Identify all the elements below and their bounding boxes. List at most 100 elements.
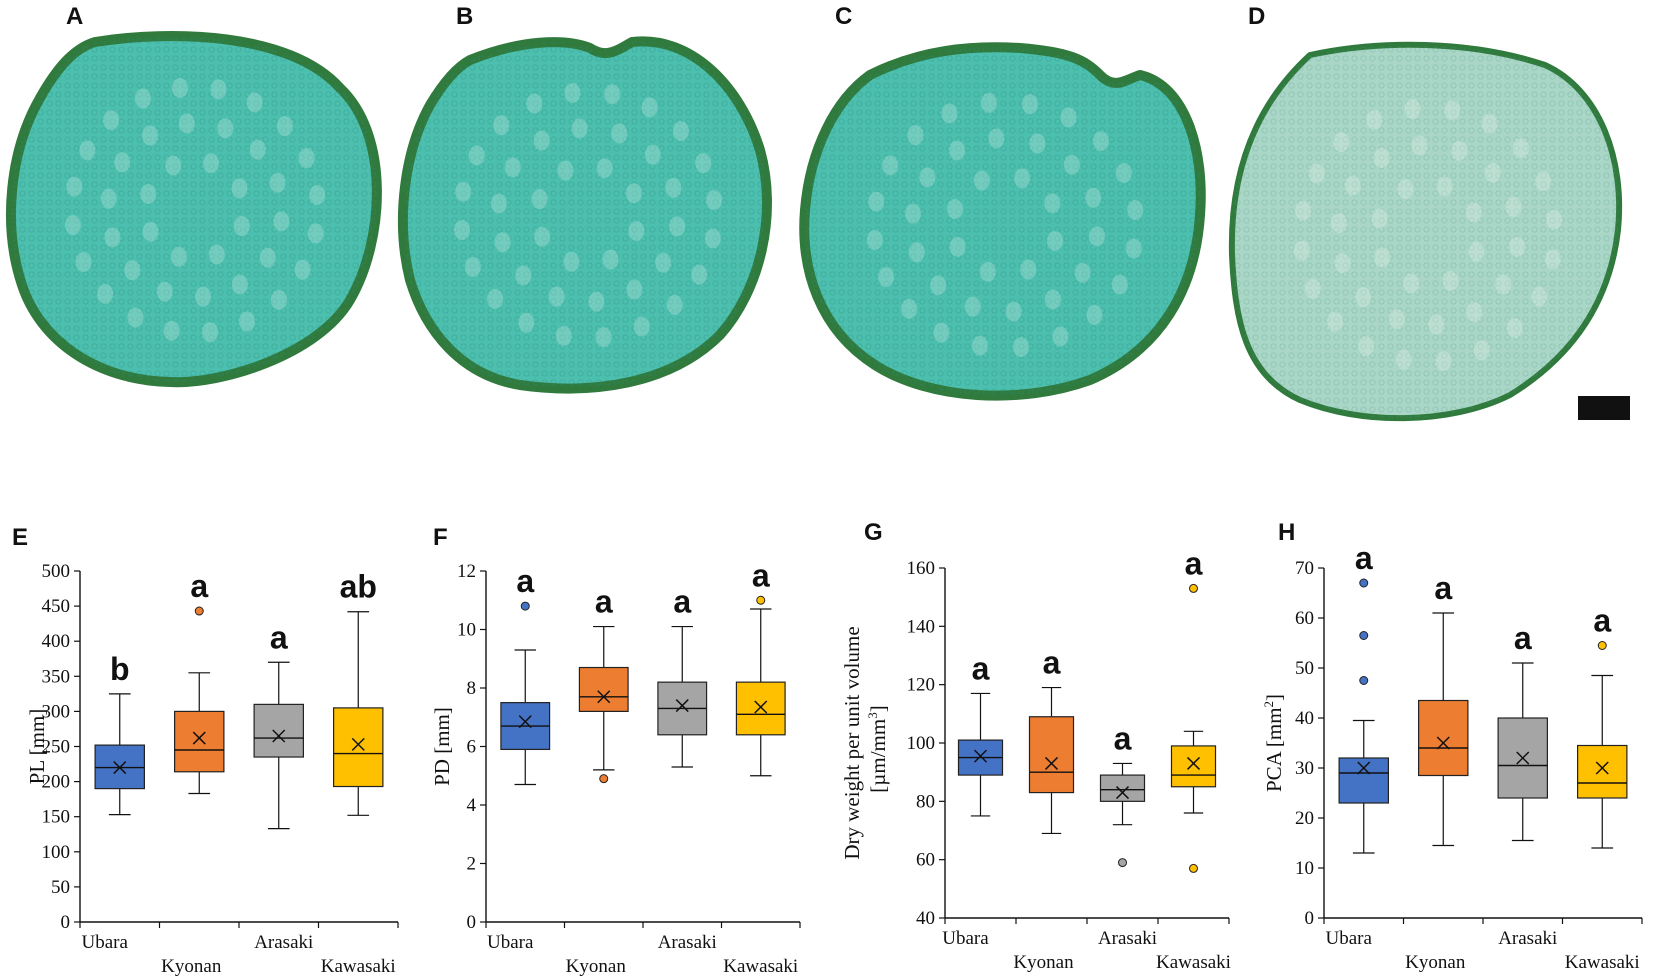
vascular-bundle (1428, 314, 1445, 335)
vascular-bundle (124, 260, 141, 281)
vascular-bundle (210, 79, 227, 100)
vascular-bundle (1085, 187, 1102, 208)
vascular-bundle (1330, 213, 1347, 234)
vascular-bundle (964, 296, 981, 317)
category-label-kyonan: Kyonan (1013, 952, 1074, 973)
vascular-bundle (493, 115, 510, 136)
chart-panel-f: F 0 2 4 6 8 10 12 Ubara Kyonan Arasaki Kawasaki PD [… (430, 524, 801, 977)
vascular-bundle (273, 211, 290, 232)
mean-marker (1436, 736, 1450, 750)
vascular-bundle (665, 177, 682, 198)
vascular-bundle (1125, 238, 1142, 259)
vascular-bundle (868, 191, 885, 212)
vascular-bundle (1531, 286, 1548, 307)
mean-marker (973, 749, 988, 763)
vascular-bundle (1395, 349, 1412, 370)
vascular-bundle (633, 316, 650, 337)
vascular-bundle (878, 267, 895, 287)
box-iqr (174, 710, 225, 773)
outlier-point (1359, 578, 1369, 588)
vascular-bundle (1344, 175, 1361, 196)
vascular-bundle (563, 251, 580, 272)
vascular-bundle (548, 286, 565, 307)
box-ubara: b (94, 651, 145, 816)
vascular-bundle (270, 289, 287, 310)
y-tick-label: 50 (1295, 658, 1314, 679)
vascular-bundles-b (453, 82, 723, 348)
vascular-bundle (1111, 274, 1128, 295)
vascular-bundles-d (1293, 98, 1563, 372)
vascular-bundle (706, 190, 723, 210)
vascular-bundle (490, 193, 507, 214)
panel-letter-c: C (835, 3, 852, 30)
panel-letter-e: E (12, 524, 28, 551)
vascular-bundle (1481, 113, 1498, 134)
vascular-bundle (882, 155, 899, 176)
outlier-point (1597, 641, 1607, 650)
vascular-bundle (979, 261, 996, 282)
y-tick-label: 60 (916, 850, 935, 871)
vascular-bundle (504, 157, 521, 178)
vascular-bundle (611, 123, 628, 144)
panel-letter-g: G (864, 519, 883, 546)
y-tick-label: 400 (42, 631, 71, 652)
vascular-bundle (1074, 262, 1091, 283)
significance-letter: a (516, 563, 534, 599)
vascular-bundle (1295, 200, 1312, 221)
vascular-bundle (628, 221, 645, 241)
y-tick-label: 2 (467, 854, 477, 875)
outlier-point (520, 601, 530, 611)
outlier-point (1118, 858, 1127, 868)
significance-letter: ab (340, 569, 377, 605)
category-label-kawasaki: Kawasaki (1565, 952, 1640, 973)
vascular-bundle (515, 265, 532, 286)
significance-letter: b (110, 651, 130, 687)
photo-panel-c: C (799, 3, 1206, 401)
vascular-bundle (555, 325, 572, 346)
mean-marker (192, 731, 206, 745)
significance-letter: a (1514, 620, 1532, 656)
vascular-bundle (1505, 196, 1522, 217)
vascular-bundle (309, 185, 326, 205)
vascular-bundle (1495, 274, 1512, 295)
category-label-ubara: Ubara (82, 932, 129, 953)
vascular-bundle (276, 116, 293, 137)
significance-letter: a (972, 650, 990, 686)
outlier-point (1189, 863, 1198, 873)
panel-letter-d: D (1248, 3, 1265, 30)
significance-letter: a (190, 568, 208, 604)
vascular-bundle (1442, 270, 1459, 291)
vascular-bundle (1063, 154, 1080, 175)
y-tick-label: 30 (1295, 758, 1314, 779)
vascular-bundle (655, 252, 672, 273)
box-ubara: a (500, 563, 551, 786)
box-ubara: a (1338, 540, 1389, 854)
category-label-kawasaki: Kawasaki (723, 956, 798, 977)
vascular-bundle (1029, 133, 1046, 154)
vascular-bundle (930, 275, 947, 296)
vascular-bundle (1544, 249, 1561, 270)
vascular-bundle (127, 307, 144, 328)
y-tick-label: 450 (42, 596, 71, 617)
y-tick-label: 160 (907, 558, 936, 579)
category-label-arasaki: Arasaki (1498, 928, 1557, 949)
vascular-bundle (140, 184, 157, 204)
box-kawasaki: a (735, 557, 786, 777)
significance-letter: a (270, 619, 288, 655)
vascular-bundle (114, 152, 131, 173)
y-tick-label: 120 (907, 675, 936, 696)
y-tick-label: 6 (467, 737, 477, 758)
vascular-bundle (1473, 340, 1490, 361)
box-kawasaki: a (1577, 603, 1628, 849)
category-label-arasaki: Arasaki (658, 932, 717, 953)
vascular-bundle (1044, 289, 1061, 310)
vascular-bundle (533, 130, 550, 151)
vascular-bundle (307, 223, 324, 244)
mean-marker (675, 699, 689, 713)
y-tick-label: 20 (1295, 808, 1314, 829)
vascular-bundle (1388, 309, 1405, 330)
significance-letter: a (1355, 540, 1373, 576)
chart-panel-g: G 40 60 80 100 120 140 160 Ubara Kyonan Arasaki Kaw… (840, 519, 1231, 973)
y-tick-label: 350 (42, 666, 71, 687)
